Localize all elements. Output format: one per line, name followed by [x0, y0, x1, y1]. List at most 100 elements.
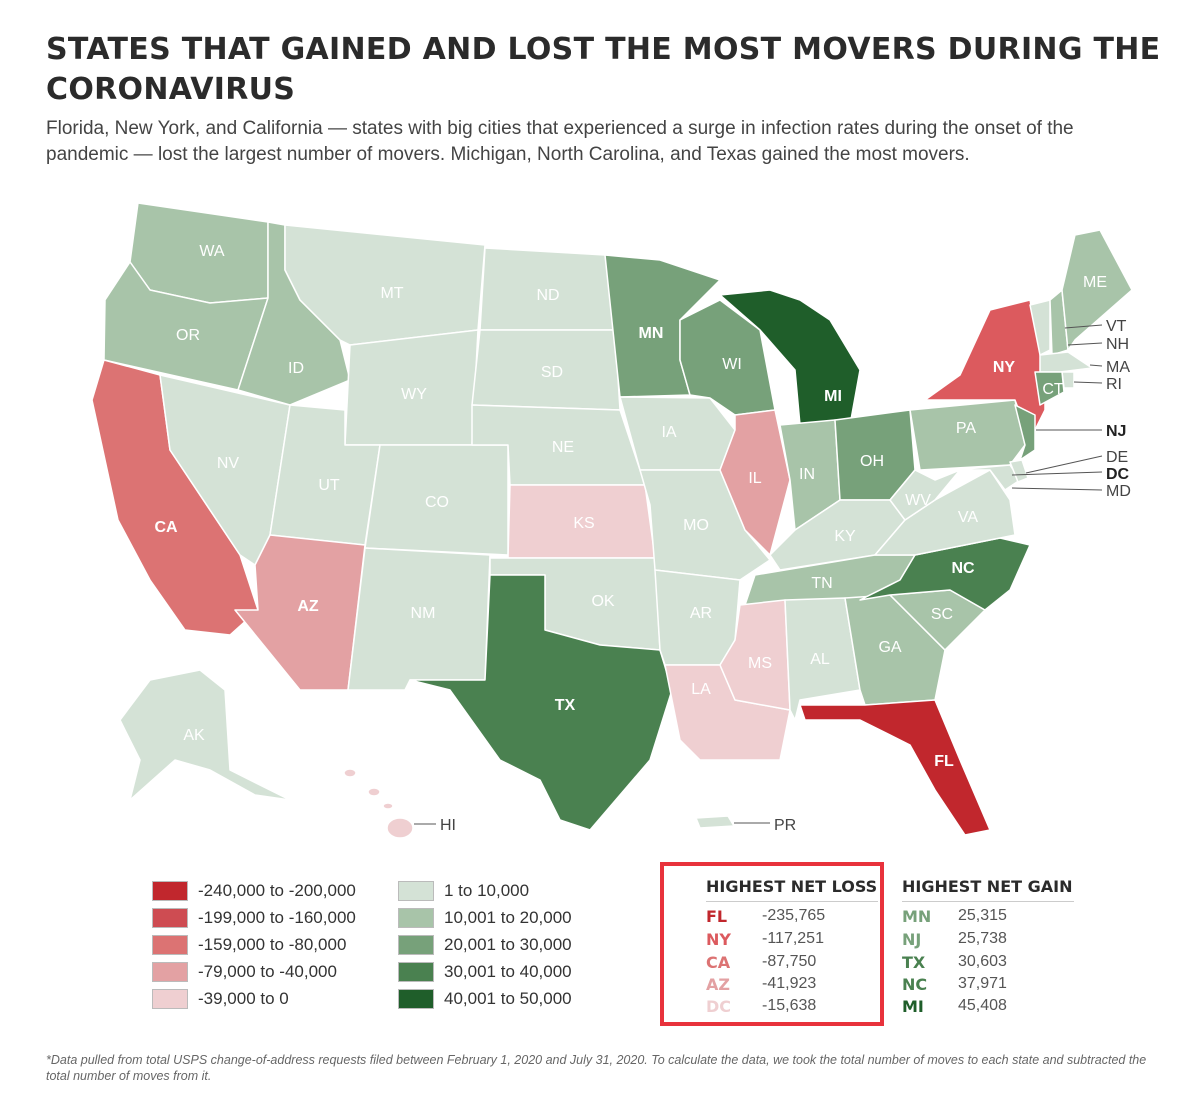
state-value: 37,971: [958, 975, 1007, 992]
state-fl[interactable]: [799, 699, 991, 836]
label-mt: MT: [380, 285, 403, 302]
label-sd: SD: [541, 364, 563, 381]
label-sc: SC: [931, 606, 953, 623]
legend-swatch: [398, 935, 434, 955]
label-ia: IA: [661, 424, 676, 441]
legend-loss-item: -240,000 to -200,000: [152, 880, 356, 902]
state-value: -41,923: [762, 975, 817, 992]
label-dc: DC: [1106, 466, 1130, 483]
label-in: IN: [799, 466, 815, 483]
legend-label: -199,000 to -160,000: [198, 908, 356, 927]
label-al: AL: [810, 651, 830, 668]
state-value: 25,738: [958, 930, 1007, 947]
state-abbr: FL: [706, 907, 728, 926]
state-value: 25,315: [958, 907, 1007, 924]
table-row: MI 45,408: [902, 997, 1007, 1016]
label-nd: ND: [536, 287, 559, 304]
territory-pr[interactable]: [695, 815, 735, 829]
label-de: DE: [1106, 449, 1128, 466]
label-md: MD: [1106, 483, 1131, 500]
state-value: -15,638: [762, 997, 817, 1014]
state-il[interactable]: [719, 409, 791, 556]
label-ks: KS: [573, 515, 594, 532]
legend-gain-item: 30,001 to 40,000: [398, 961, 572, 983]
state-ct[interactable]: [1034, 371, 1065, 406]
state-abbr: MN: [902, 907, 932, 926]
label-nj: NJ: [1106, 423, 1126, 440]
state-vt[interactable]: [1029, 299, 1051, 356]
label-wv: WV: [905, 492, 931, 509]
divider: [706, 901, 878, 902]
state-abbr: CA: [706, 953, 731, 972]
legend-swatch: [152, 989, 188, 1009]
footnote: *Data pulled from total USPS change-of-a…: [46, 1053, 1147, 1083]
us-states-map: WA OR CA ID NV MT WY UT AZ CO NM ND SD N…: [91, 202, 1133, 839]
label-co: CO: [425, 494, 449, 511]
legend-gain-item: 1 to 10,000: [398, 880, 529, 902]
legend-label: 20,001 to 30,000: [444, 935, 572, 954]
label-ky: KY: [834, 528, 856, 545]
legend-label: 10,001 to 20,000: [444, 908, 572, 927]
legend-label: 1 to 10,000: [444, 881, 530, 900]
state-ak[interactable]: [119, 669, 291, 801]
label-wa: WA: [199, 243, 225, 260]
state-me[interactable]: [1061, 229, 1133, 351]
label-nh: NH: [1106, 336, 1129, 353]
label-oh: OH: [860, 453, 884, 470]
table-row: AZ -41,923: [706, 975, 816, 994]
callout-labels: VT NH MA RI NJ DE DC MD HI PR: [440, 318, 1131, 834]
legend-swatch: [398, 908, 434, 928]
legend-label: -39,000 to 0: [198, 989, 289, 1008]
legend-loss-item: -159,000 to -80,000: [152, 934, 346, 956]
legend-label: -240,000 to -200,000: [198, 881, 356, 900]
label-ca: CA: [154, 519, 178, 536]
legend-swatch: [398, 989, 434, 1009]
table-row: NY -117,251: [706, 930, 824, 949]
table-row: CA -87,750: [706, 953, 816, 972]
label-wi: WI: [722, 356, 742, 373]
state-nc[interactable]: [859, 537, 1031, 611]
label-ct: CT: [1042, 381, 1064, 398]
label-va: VA: [958, 509, 978, 526]
state-value: 30,603: [958, 953, 1007, 970]
legend-label: 40,001 to 50,000: [444, 989, 572, 1008]
label-id: ID: [288, 360, 304, 377]
label-mi: MI: [824, 388, 842, 405]
legend-gain-item: 10,001 to 20,000: [398, 907, 572, 929]
table-row: DC -15,638: [706, 997, 816, 1016]
state-pa[interactable]: [909, 399, 1026, 471]
state-hi[interactable]: [343, 768, 414, 839]
state-abbr: NC: [902, 975, 928, 994]
page-subtitle: Florida, New York, and California — stat…: [46, 118, 1074, 165]
state-nj[interactable]: [1014, 404, 1036, 461]
label-ak: AK: [183, 727, 205, 744]
legend-swatch: [152, 908, 188, 928]
leader-lines: [414, 324, 1103, 825]
legend-loss-item: -79,000 to -40,000: [152, 961, 337, 983]
legend-label: -159,000 to -80,000: [198, 935, 347, 954]
state-abbr: AZ: [706, 975, 730, 994]
net-loss-highlight-box: [660, 862, 884, 1026]
state-tx[interactable]: [409, 574, 673, 831]
state-ma[interactable]: [1039, 351, 1093, 373]
state-abbr: NJ: [902, 930, 922, 949]
label-hi: HI: [440, 817, 456, 834]
state-abbr: MI: [902, 997, 924, 1016]
legend-swatch: [152, 881, 188, 901]
net-loss-heading: HIGHEST NET LOSS: [706, 877, 878, 896]
legend-label: 30,001 to 40,000: [444, 962, 572, 981]
legend-label: -79,000 to -40,000: [198, 962, 337, 981]
label-ri: RI: [1106, 376, 1122, 393]
label-ms: MS: [748, 655, 772, 672]
label-pr: PR: [774, 817, 796, 834]
state-md[interactable]: [954, 464, 1021, 491]
label-la: LA: [691, 681, 711, 698]
state-ia[interactable]: [619, 396, 736, 471]
table-row: MN 25,315: [902, 907, 1007, 926]
label-nv: NV: [217, 455, 240, 472]
legend-loss-item: -39,000 to 0: [152, 988, 289, 1010]
label-az: AZ: [297, 598, 319, 615]
legend-loss-item: -199,000 to -160,000: [152, 907, 356, 929]
state-value: -235,765: [762, 907, 826, 924]
state-mi[interactable]: [719, 289, 861, 426]
